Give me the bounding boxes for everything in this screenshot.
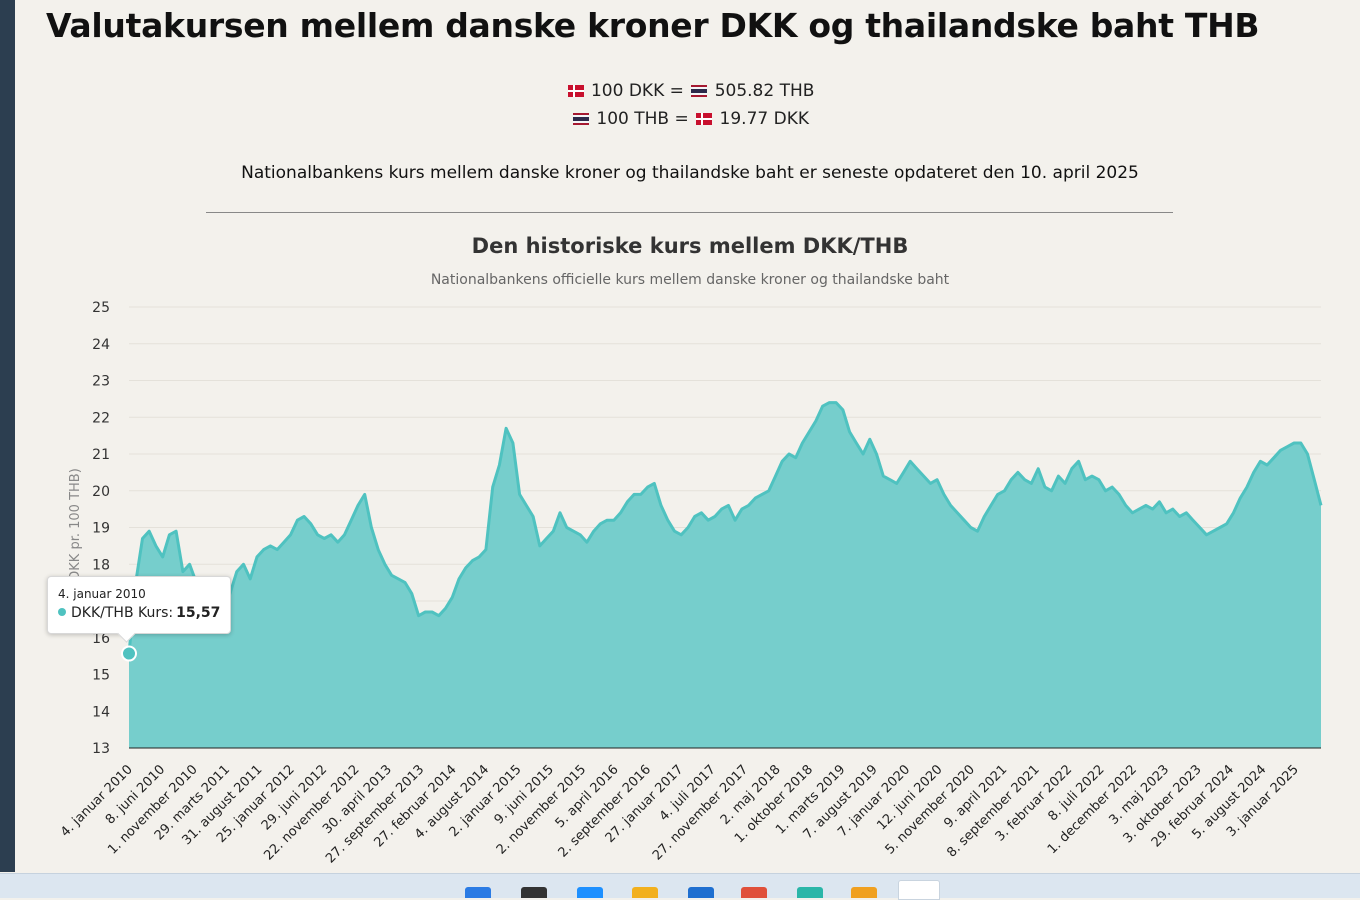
y-tick-label: 25	[92, 300, 110, 316]
tooltip-value: 15,57	[176, 605, 221, 621]
tooltip-label: DKK/THB Kurs:	[71, 605, 174, 621]
rate-thb-to-dkk: 100 THB = 19.77 DKK	[0, 109, 1360, 129]
rate-left-amount: 100 DKK =	[590, 81, 684, 101]
y-tick-label: 20	[92, 484, 110, 500]
y-tick-label: 21	[92, 447, 110, 463]
series-area	[129, 402, 1321, 748]
divider	[206, 212, 1173, 213]
flag-thailand-icon	[572, 113, 589, 125]
y-tick-label: 13	[92, 741, 110, 757]
chrome-icon[interactable]	[797, 887, 823, 898]
edge-icon[interactable]	[577, 887, 603, 898]
store-icon[interactable]	[688, 887, 714, 898]
chart-title: Den historiske kurs mellem DKK/THB	[472, 234, 909, 258]
hover-point[interactable]	[121, 645, 137, 662]
y-axis-title: (DKK pr. 100 THB)	[68, 468, 83, 586]
series-marker-icon	[58, 608, 66, 616]
y-tick-label: 23	[92, 374, 110, 390]
rate-right-amount: 19.77 DKK	[719, 109, 810, 129]
window-left-edge	[0, 0, 15, 872]
exchange-rate-chart[interactable]: Den historiske kurs mellem DKK/THB Natio…	[0, 0, 1360, 870]
series-line	[127, 401, 1323, 654]
tooltip-row: DKK/THB Kurs: 15,57	[58, 605, 220, 621]
y-tick-label: 22	[92, 410, 110, 426]
y-tick-label: 18	[92, 557, 110, 573]
flag-thailand-icon	[691, 85, 708, 97]
y-tick-label: 19	[92, 521, 110, 537]
page-title: Valutakursen mellem danske kroner DKK og…	[46, 6, 1260, 45]
chart-subtitle: Nationalbankens officielle kurs mellem d…	[431, 272, 950, 288]
flag-denmark-icon	[567, 85, 584, 97]
windows-start-icon[interactable]	[465, 887, 491, 898]
y-tick-label: 16	[92, 631, 110, 647]
y-tick-label: 14	[92, 704, 110, 720]
flag-denmark-icon	[696, 113, 713, 125]
taskbar	[0, 873, 1360, 900]
rate-left-amount: 100 THB =	[596, 109, 689, 129]
series-dkk-thb	[127, 401, 1323, 748]
tooltip: 4. januar 2010 DKK/THB Kurs: 15,57	[47, 576, 231, 634]
update-note: Nationalbankens kurs mellem danske krone…	[241, 163, 1139, 183]
search-icon[interactable]	[521, 887, 547, 898]
y-axis-ticks: 13141516171819202122232425	[92, 300, 110, 757]
rate-right-amount: 505.82 THB	[714, 81, 815, 101]
app-icon[interactable]	[898, 880, 940, 900]
rate-dkk-to-thb: 100 DKK = 505.82 THB	[0, 81, 1360, 101]
notepad-icon[interactable]	[741, 887, 767, 898]
y-tick-label: 15	[92, 668, 110, 684]
y-tick-label: 24	[92, 337, 110, 353]
photos-icon[interactable]	[851, 887, 877, 898]
file-explorer-icon[interactable]	[632, 887, 658, 898]
tooltip-date: 4. januar 2010	[58, 587, 146, 601]
